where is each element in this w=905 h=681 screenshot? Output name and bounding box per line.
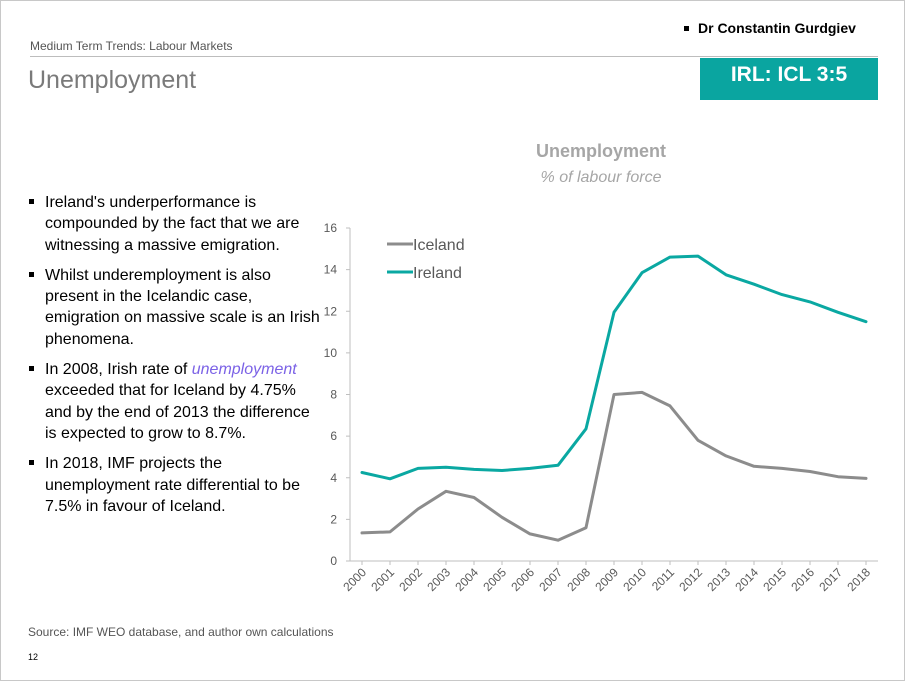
page-title: Unemployment [28,66,197,94]
bullet-text-pre: In 2008, Irish rate of [45,361,192,379]
x-tick-label: 2000 [340,565,369,594]
bullet-icon [29,199,34,204]
chart-title: Unemployment [535,141,667,161]
y-tick-label: 4 [330,471,337,485]
x-tick-label: 2011 [649,565,677,593]
x-tick-label: 2008 [564,565,593,594]
bullet-item: In 2018, IMF projects the unemployment r… [28,453,320,517]
bullet-icon [684,25,689,31]
score-badge: IRL: ICL 3:5 [700,58,878,100]
bullet-list: Ireland's underperformance is compounded… [28,192,320,526]
y-tick-label: 8 [330,388,337,402]
chart-subtitle: % of labour force [540,169,662,186]
y-tick-label: 6 [330,429,337,443]
source-note: Source: IMF WEO database, and author own… [28,625,334,639]
bullet-text: In 2018, IMF projects the unemployment r… [45,455,300,515]
x-tick-label: 2005 [480,565,509,594]
y-tick-label: 16 [324,221,338,235]
page-number: 12 [28,652,39,662]
legend-label: Ireland [413,265,462,282]
x-tick-label: 2013 [704,565,733,594]
author-text: Dr Constantin Gurdgiev [698,20,856,36]
bullet-icon [29,366,34,372]
bullet-item: In 2008, Irish rate of unemployment exce… [28,359,320,444]
x-tick-label: 2007 [536,565,565,594]
series-line-ireland [360,254,868,481]
x-tick-label: 2001 [368,565,397,594]
section-subtitle: Medium Term Trends: Labour Markets [30,39,233,53]
y-tick-label: 12 [324,304,338,318]
highlight-link: unemployment [191,361,297,379]
x-tick-label: 2016 [788,565,817,594]
bullet-icon [29,271,34,277]
y-tick-label: 10 [324,346,338,360]
x-tick-label: 2015 [760,565,789,594]
x-tick-label: 2004 [452,565,481,594]
x-tick-label: 2017 [816,565,845,594]
x-tick-label: 2010 [620,565,649,594]
bullet-item: Ireland's underperformance is compounded… [28,192,320,256]
bullet-icon [29,460,34,466]
y-tick-label: 0 [330,554,337,568]
title-divider [30,56,878,57]
x-tick-label: 2006 [508,565,537,594]
bullet-item: Whilst underemployment is also present i… [28,265,320,350]
x-tick-label: 2012 [676,565,705,594]
bullet-text: Ireland's underperformance is compounded… [45,194,300,254]
series-line-iceland [360,390,868,542]
x-tick-label: 2002 [396,565,425,594]
legend-label: Iceland [413,237,465,254]
bullet-text: Whilst underemployment is also present i… [45,266,320,348]
x-tick-label: 2003 [424,565,453,594]
x-tick-label: 2014 [732,565,761,594]
bullet-text-post: exceeded that for Iceland by 4.75% and b… [45,382,310,442]
x-tick-label: 2018 [844,565,873,594]
x-tick-label: 2009 [592,565,621,594]
y-tick-label: 2 [330,512,337,526]
y-tick-label: 14 [324,263,338,277]
author-name: Dr Constantin Gurdgiev [684,20,856,36]
